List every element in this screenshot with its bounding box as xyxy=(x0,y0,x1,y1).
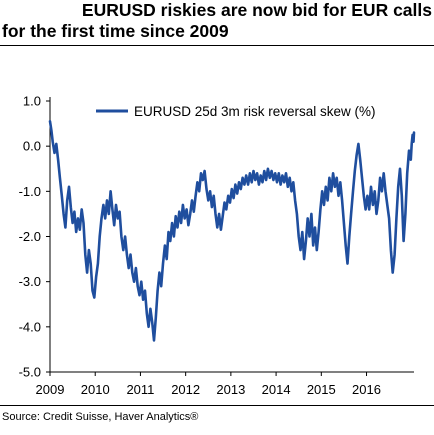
y-tick-label: -1.0 xyxy=(19,184,41,199)
y-tick-label: 1.0 xyxy=(23,94,41,109)
legend-label: EURUSD 25d 3m risk reversal skew (%) xyxy=(134,104,376,119)
chart-title: EURUSD riskies are now bid for EUR calls… xyxy=(0,0,434,42)
series-line xyxy=(48,120,416,342)
chart-title-line-1: EURUSD riskies are now bid for EUR calls xyxy=(81,0,432,20)
x-tick-label: 2015 xyxy=(307,382,336,397)
x-tick-label: 2010 xyxy=(81,382,110,397)
y-tick-label: 0.0 xyxy=(23,139,41,154)
source-note: Source: Credit Suisse, Haver Analytics® xyxy=(2,411,199,423)
y-tick-label: -5.0 xyxy=(19,365,41,380)
x-tick-label: 2014 xyxy=(262,382,291,397)
y-axis-ticks: 1.0 0.0 -1.0 -2.0 -3.0 -4.0 -5.0 xyxy=(19,94,50,380)
title-divider xyxy=(0,45,434,46)
x-tick-label: 2009 xyxy=(36,382,65,397)
source-divider xyxy=(0,405,434,406)
chart-legend: EURUSD 25d 3m risk reversal skew (%) xyxy=(96,104,376,119)
x-tick-label: 2011 xyxy=(126,382,154,397)
x-tick-label: 2012 xyxy=(171,382,200,397)
y-tick-label: -4.0 xyxy=(19,319,41,334)
chart-axes xyxy=(49,97,414,373)
y-tick-label: -2.0 xyxy=(19,229,41,244)
chart-series xyxy=(48,120,416,342)
y-tick-label: -3.0 xyxy=(19,274,41,289)
x-tick-label: 2016 xyxy=(352,382,381,397)
x-axis-ticks: 2009 2010 2011 2012 2013 2014 2015 2016 xyxy=(36,372,381,397)
chart-title-line-2: for the first time since 2009 xyxy=(2,21,229,41)
x-tick-label: 2013 xyxy=(216,382,245,397)
